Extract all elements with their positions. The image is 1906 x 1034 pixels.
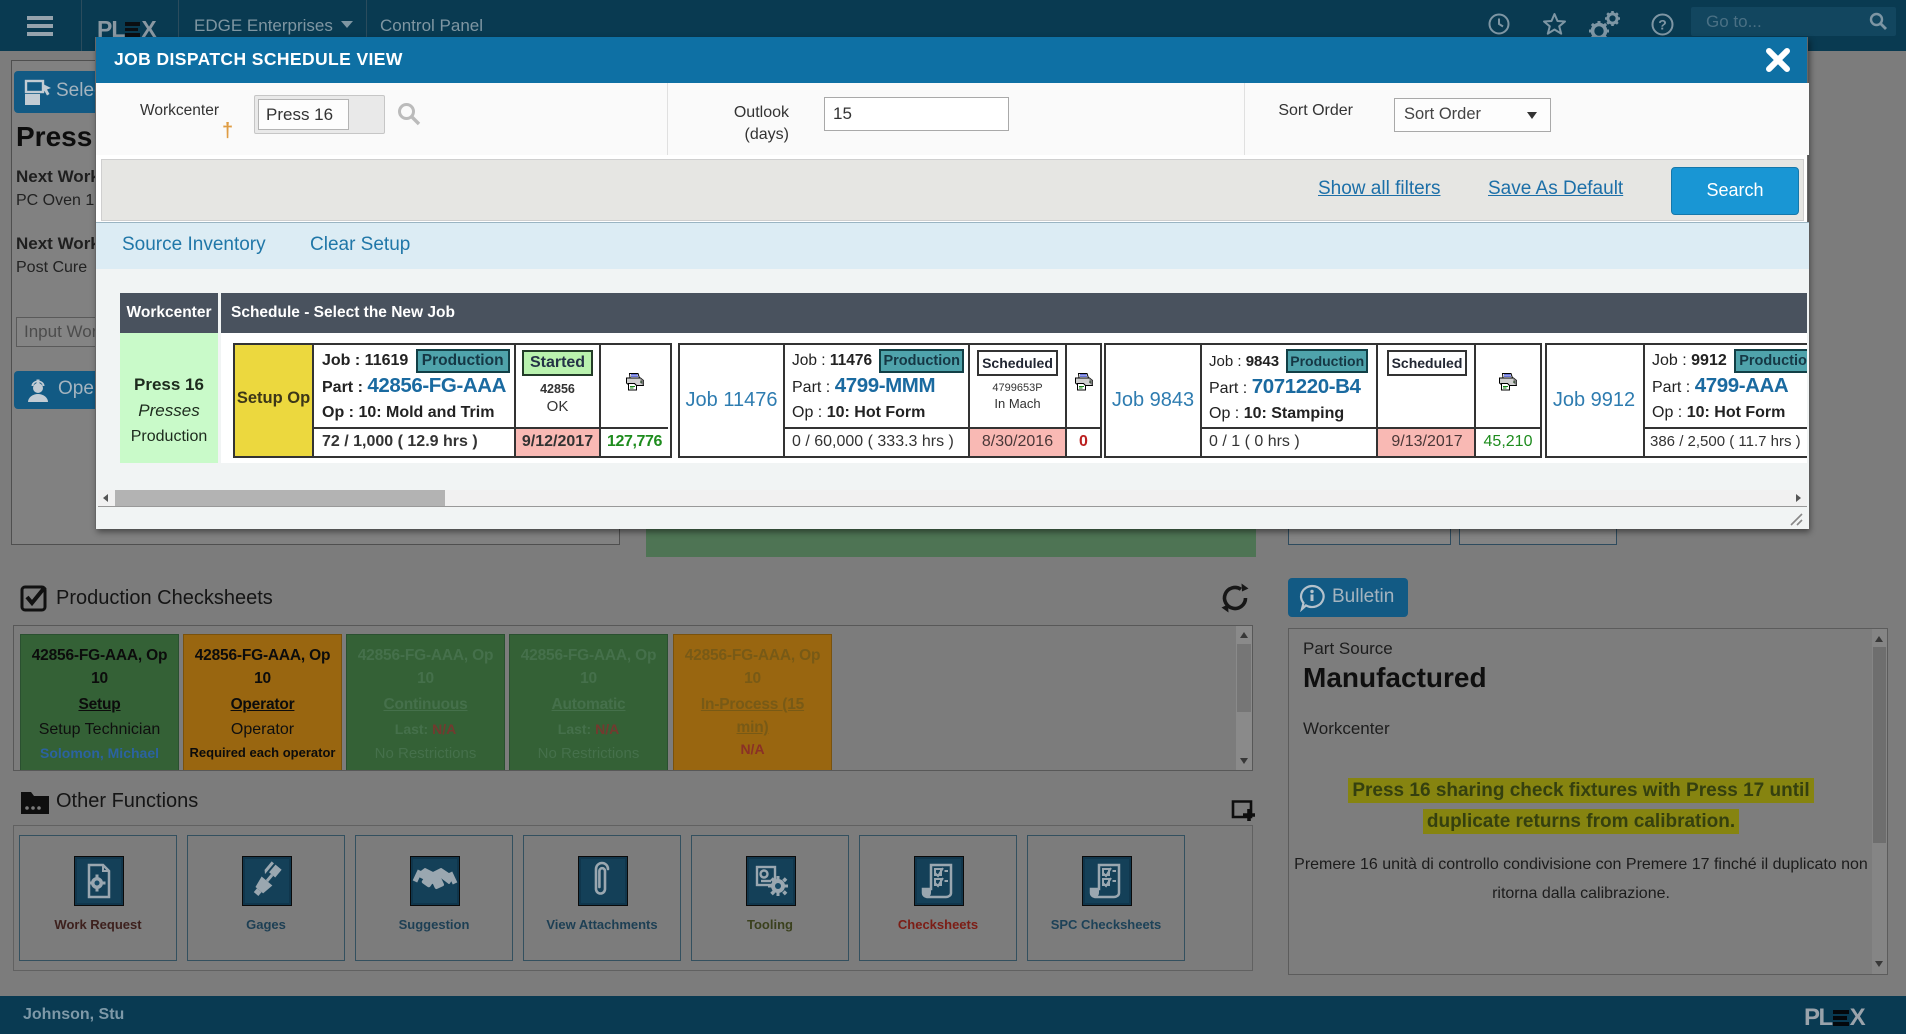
svg-text:?: ? [1658,17,1667,33]
